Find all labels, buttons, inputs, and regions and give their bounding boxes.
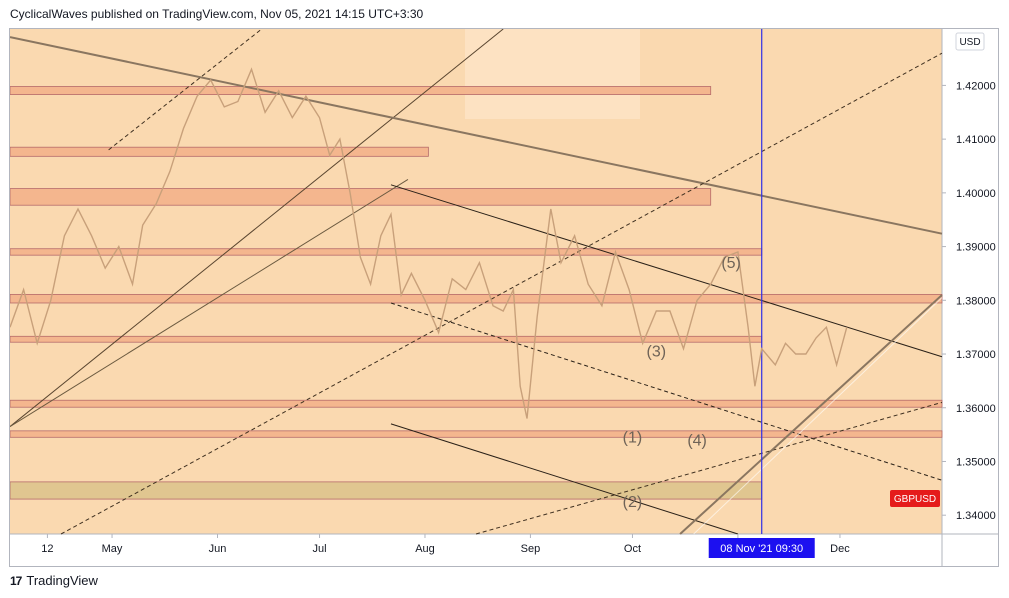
x-tick-label: Sep — [521, 543, 541, 555]
currency-label: USD — [959, 37, 980, 48]
y-tick-label: 1.36000 — [956, 403, 996, 415]
zone-rect — [10, 248, 763, 256]
dashed-fan-line-lower — [475, 401, 943, 535]
time-badge — [708, 538, 815, 558]
tradingview-footer: 17 TradingView — [10, 573, 98, 588]
zone-rect — [10, 146, 429, 157]
publisher-caption: CyclicalWaves published on TradingView.c… — [10, 7, 424, 21]
zone-rect — [10, 335, 763, 343]
tradingview-logo-icon: 17 — [10, 573, 22, 588]
x-tick-label: Oct — [624, 543, 641, 555]
price-chart[interactable]: (1) (2) (3) (4) (5) 1.42000 1.41000 1.40000 1.3… — [10, 29, 999, 567]
time-badge-label: 08 Nov '21 09:30 — [720, 543, 803, 555]
long-downtrend-line — [10, 36, 943, 235]
y-tick-label: 1.41000 — [956, 134, 996, 146]
wave-labels: (1) (2) (3) (4) (5) — [623, 255, 741, 511]
x-tick-label: Jul — [313, 543, 327, 555]
x-tick-label: Jun — [209, 543, 227, 555]
trendlines — [10, 29, 943, 535]
chart-frame: (1) (2) (3) (4) (5) 1.42000 1.41000 1.40000 1.3… — [9, 28, 999, 567]
axes: 1.42000 1.41000 1.40000 1.39000 1.38000 1.370… — [41, 32, 996, 558]
x-tick-label: Dec — [830, 543, 850, 555]
footer-brand: TradingView — [26, 573, 98, 588]
highlight-rect — [465, 29, 640, 119]
support-resistance-zones — [10, 86, 943, 500]
price-line — [10, 67, 848, 419]
rising-support-line — [679, 294, 943, 535]
y-tick-label: 1.37000 — [956, 349, 996, 361]
dashed-fan-line-top — [108, 29, 263, 151]
zone-rect — [10, 293, 943, 304]
rising-channel-lower — [10, 29, 504, 427]
y-tick-label: 1.40000 — [956, 188, 996, 200]
y-tick-label: 1.34000 — [956, 510, 996, 522]
dashed-fan-line-upper — [60, 52, 943, 535]
zone-rect — [10, 188, 712, 206]
price-axis-area — [942, 29, 998, 566]
zone-rect — [10, 399, 943, 408]
rising-channel-inner — [10, 179, 409, 427]
y-tick-label: 1.39000 — [956, 242, 996, 254]
y-tick-label: 1.42000 — [956, 80, 996, 92]
channel-upper-line — [390, 184, 943, 358]
symbol-label: GBPUSD — [894, 494, 936, 505]
x-tick-label: May — [102, 543, 123, 555]
wave-label: (1) — [623, 430, 643, 447]
y-tick-label: 1.35000 — [956, 456, 996, 468]
price-series — [10, 67, 848, 419]
zone-rect — [10, 430, 943, 438]
channel-lower-line — [390, 423, 739, 535]
wave-label: (3) — [646, 344, 666, 361]
zone-rect — [10, 481, 763, 500]
x-tick-label: 12 — [41, 543, 53, 555]
x-tick-label: Aug — [415, 543, 435, 555]
y-tick-label: 1.38000 — [956, 295, 996, 307]
wave-label: (2) — [623, 494, 643, 511]
rising-support-highlight — [693, 297, 943, 535]
wave-label: (5) — [721, 255, 741, 272]
currency-badge — [955, 32, 985, 51]
zone-rect — [10, 86, 712, 95]
wave-label: (4) — [687, 432, 707, 449]
channel-median-dashed — [390, 302, 943, 481]
symbol-badge — [890, 490, 940, 507]
